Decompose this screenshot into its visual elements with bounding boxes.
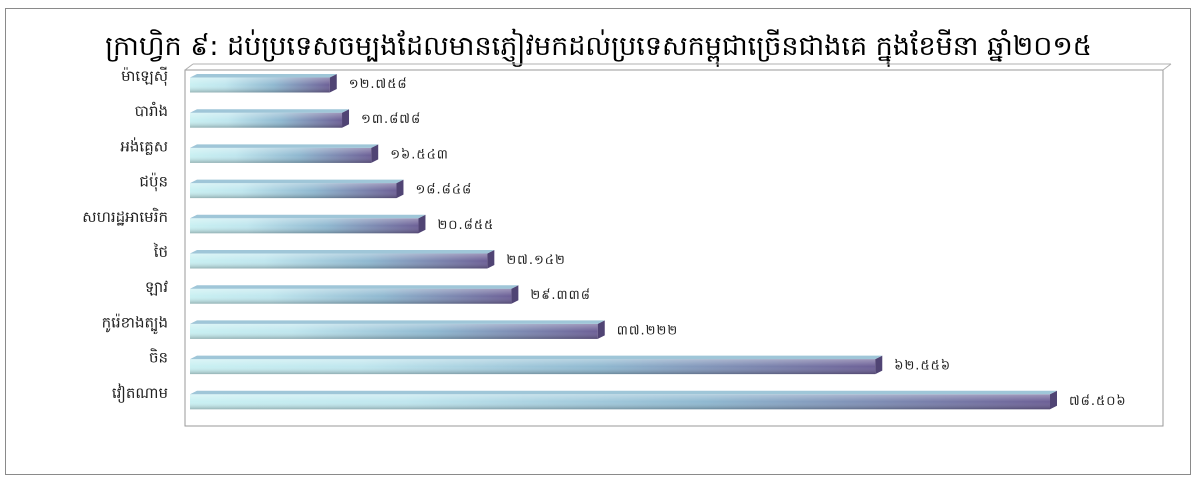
bar-top-face xyxy=(190,320,605,324)
bar-end-cap xyxy=(487,250,495,269)
value-label: ១៨.៨៤៨ xyxy=(415,183,472,198)
value-label: ២០.៨៥៥ xyxy=(437,218,494,233)
plot-depth-right xyxy=(1162,63,1172,71)
category-label: ឡាវ xyxy=(145,278,168,296)
bar-shading xyxy=(190,77,330,93)
bar-top-face xyxy=(190,214,426,219)
value-label: ១៣.៨៧៨ xyxy=(361,112,421,127)
category-label: វៀតណាម xyxy=(112,383,168,403)
bar-top-face xyxy=(190,179,404,184)
bar-shading xyxy=(190,394,1050,410)
category-label: បារាំង xyxy=(135,101,168,120)
value-label: ១៦.៥៤៣ xyxy=(390,147,449,162)
category-label: កូរ៉េខាងត្បូង xyxy=(102,313,168,334)
category-label: ចិន xyxy=(149,348,168,367)
bar-end-cap xyxy=(875,355,883,375)
category-label: ម៉ាឡេស៊ី xyxy=(121,66,168,86)
category-label: សហរដ្ឋអាមេរិក xyxy=(82,207,168,226)
chart-title: ក្រាហ្វិក ៩: ដប់ប្រទេសចម្បងដែលមានភ្ញៀវមក… xyxy=(105,31,1092,62)
bar-shading xyxy=(190,253,488,269)
bar-top-face xyxy=(190,285,519,289)
value-label: ៦២.៥៥៦ xyxy=(894,359,951,374)
bar-end-cap xyxy=(329,74,337,93)
bar-shading xyxy=(190,183,397,199)
bar-shading xyxy=(190,147,372,163)
value-label: ៧៨.៥០៦ xyxy=(1069,394,1127,409)
category-label: ជប៉ុន xyxy=(139,173,168,192)
bar-top-face xyxy=(190,355,883,360)
bar-shading xyxy=(190,323,598,339)
value-label: ២៩.៣៣៨ xyxy=(530,288,591,303)
value-label: ១២.៧៥៨ xyxy=(349,77,408,92)
bar-shading xyxy=(190,112,343,128)
plot-area xyxy=(184,69,1164,427)
bar-top-face xyxy=(190,109,350,113)
bar-end-cap xyxy=(511,285,519,304)
bar-top-face xyxy=(190,250,495,254)
bar-top-face xyxy=(190,74,337,78)
bar-end-cap xyxy=(597,320,605,339)
bar-end-cap xyxy=(418,214,426,234)
category-label: ថៃ xyxy=(153,242,168,261)
bar-top-face xyxy=(190,390,1057,395)
bar-end-cap xyxy=(396,179,404,199)
value-label: ៣៧.២២២ xyxy=(617,323,678,338)
bar-shading xyxy=(190,218,419,234)
bar-top-face xyxy=(190,144,379,148)
bar-end-cap xyxy=(342,109,350,128)
plot-depth-edge xyxy=(184,63,194,71)
bar-end-cap xyxy=(1050,390,1057,410)
value-label: ២៧.១៤២ xyxy=(506,253,566,268)
bar-end-cap xyxy=(371,144,379,163)
category-label: អង់គ្លេស xyxy=(120,136,168,155)
bar-shading xyxy=(190,288,512,304)
bar-shading xyxy=(190,359,876,375)
